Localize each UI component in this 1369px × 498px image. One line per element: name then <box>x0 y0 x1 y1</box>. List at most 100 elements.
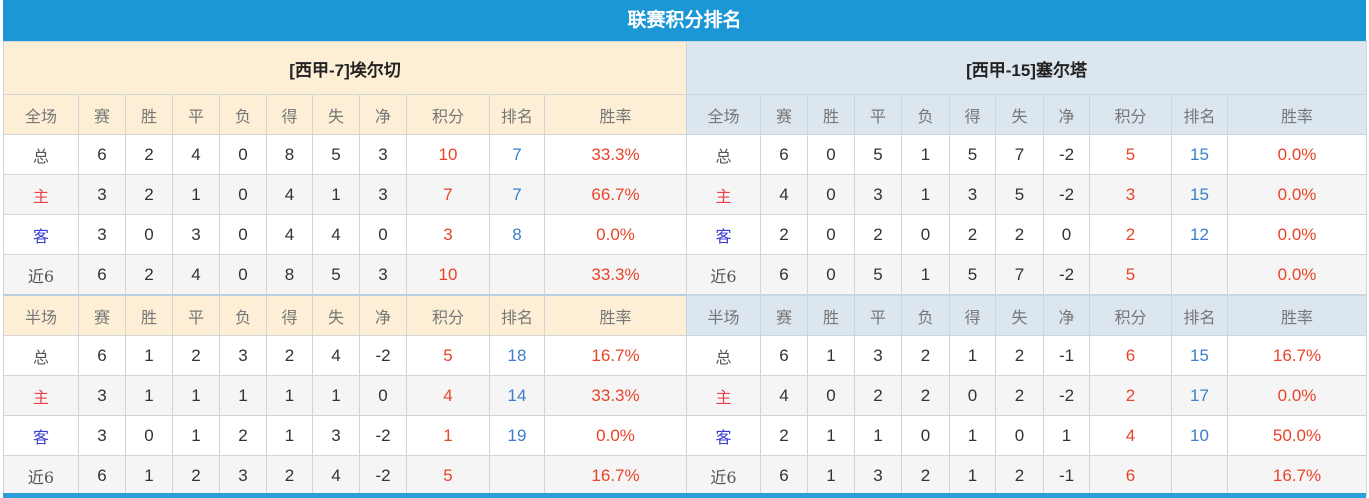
stat-cell: 3 <box>854 455 902 496</box>
stat-cell: 2 <box>172 335 220 376</box>
stat-cell: 1 <box>901 134 950 175</box>
stat-cell: 3 <box>359 134 407 175</box>
stat-cell: -2 <box>1043 375 1090 416</box>
table-row: 近6 6 2 4 0 8 5 3 10 33.3% <box>3 254 688 296</box>
stat-cell: 1 <box>125 455 173 496</box>
stat-cell: 7 <box>406 174 490 215</box>
table-row: 主 4 0 2 2 0 2 -2 2 17 0.0% <box>686 375 1368 416</box>
stat-cell: 0 <box>219 254 267 296</box>
stat-cell: 3 <box>312 415 360 456</box>
stat-cell: 6 <box>1089 335 1172 376</box>
stat-cell: 2 <box>760 415 808 456</box>
stat-cell: 2 <box>172 455 220 496</box>
stat-cell: 3 <box>78 214 126 255</box>
stat-cell: 2 <box>995 335 1044 376</box>
stat-cell: 14 <box>489 375 545 416</box>
row-label: 近6 <box>3 455 79 496</box>
stat-cell: 4 <box>266 174 313 215</box>
stat-cell: 0.0% <box>1226 254 1368 296</box>
column-header: 平 <box>172 294 220 336</box>
stat-cell: 5 <box>1089 134 1172 175</box>
stat-cell: 3 <box>406 214 490 255</box>
stat-cell: 16.7% <box>543 335 688 376</box>
half-header-row: 半场赛胜平负得失净积分 排名 胜率 <box>686 294 1368 336</box>
stat-cell: 12 <box>1171 214 1228 255</box>
stat-cell: 0 <box>125 214 173 255</box>
stat-cell: 8 <box>266 254 313 296</box>
stat-cell: 1 <box>219 375 267 416</box>
stat-cell: 6 <box>760 134 808 175</box>
stat-cell: 2 <box>125 174 173 215</box>
stat-cell <box>489 254 545 296</box>
stat-cell: 7 <box>995 254 1044 296</box>
column-header: 平 <box>854 294 902 336</box>
table-row: 近6 6 0 5 1 5 7 -2 5 0.0% <box>686 254 1368 296</box>
stat-cell: 33.3% <box>543 254 688 296</box>
stat-cell: 1 <box>807 455 855 496</box>
table-row: 主 3 2 1 0 4 1 3 7 7 66.7% <box>3 174 688 215</box>
column-header: 净 <box>1043 94 1090 135</box>
stat-cell: 3 <box>78 174 126 215</box>
home-team-standings: [西甲-7]埃尔切 全场赛胜平负得失净积分 排名 胜率总 6 2 4 0 8 5 3 10 7 33.3%… <box>2 41 688 496</box>
stat-cell: 3 <box>219 455 267 496</box>
column-header: 负 <box>901 294 950 336</box>
stat-cell: 4 <box>312 335 360 376</box>
stat-cell: 4 <box>760 375 808 416</box>
stat-cell: 33.3% <box>543 375 688 416</box>
half-header-row: 半场赛胜平负得失净积分 排名 胜率 <box>3 294 688 336</box>
stat-cell: 5 <box>949 134 996 175</box>
column-header: 得 <box>266 94 313 135</box>
stat-cell: 6 <box>78 254 126 296</box>
table-row: 客 3 0 1 2 1 3 -2 1 19 0.0% <box>3 415 688 456</box>
stat-cell: 4 <box>312 455 360 496</box>
stat-cell: 4 <box>172 134 220 175</box>
column-header: 胜率 <box>543 294 688 336</box>
row-label: 近6 <box>686 455 761 496</box>
row-label: 客 <box>3 214 79 255</box>
column-header: 积分 <box>1089 94 1172 135</box>
stat-cell: 0 <box>807 214 855 255</box>
stat-cell: 0.0% <box>1226 214 1368 255</box>
stat-cell: 0 <box>807 254 855 296</box>
stat-cell: 0 <box>1043 214 1090 255</box>
column-header: 排名 <box>1171 294 1228 336</box>
stat-cell: 1 <box>949 415 996 456</box>
stat-cell: 15 <box>1171 174 1228 215</box>
stat-cell: 0.0% <box>1226 375 1368 416</box>
stat-cell: 1 <box>949 455 996 496</box>
stat-cell: 1 <box>901 254 950 296</box>
stat-cell: 2 <box>995 214 1044 255</box>
stat-cell: 1 <box>266 375 313 416</box>
stat-cell: 8 <box>489 214 545 255</box>
column-header: 赛 <box>760 94 808 135</box>
row-label: 客 <box>686 415 761 456</box>
row-label: 总 <box>3 335 79 376</box>
section-label: 半场 <box>3 294 79 336</box>
stat-cell: 1 <box>901 174 950 215</box>
row-label: 近6 <box>3 254 79 296</box>
stat-cell: 33.3% <box>543 134 688 175</box>
stat-cell: 4 <box>406 375 490 416</box>
stat-cell: 2 <box>1089 375 1172 416</box>
stat-cell: 1 <box>854 415 902 456</box>
row-label: 客 <box>3 415 79 456</box>
stat-cell: 3 <box>854 174 902 215</box>
stat-cell: 1 <box>266 415 313 456</box>
stat-cell: -2 <box>359 335 407 376</box>
stat-cell: 5 <box>1089 254 1172 296</box>
table-row: 主 4 0 3 1 3 5 -2 3 15 0.0% <box>686 174 1368 215</box>
stat-cell: -1 <box>1043 335 1090 376</box>
stat-cell: 0 <box>359 214 407 255</box>
column-header: 失 <box>312 94 360 135</box>
stat-cell: 0 <box>807 134 855 175</box>
row-label: 主 <box>3 174 79 215</box>
stat-cell: 3 <box>359 174 407 215</box>
stat-cell: 7 <box>489 134 545 175</box>
stat-cell: -1 <box>1043 455 1090 496</box>
column-header: 失 <box>995 294 1044 336</box>
stat-cell: 4 <box>760 174 808 215</box>
stat-cell: 1 <box>312 375 360 416</box>
stat-cell: 0.0% <box>1226 134 1368 175</box>
stat-cell: 0 <box>901 214 950 255</box>
